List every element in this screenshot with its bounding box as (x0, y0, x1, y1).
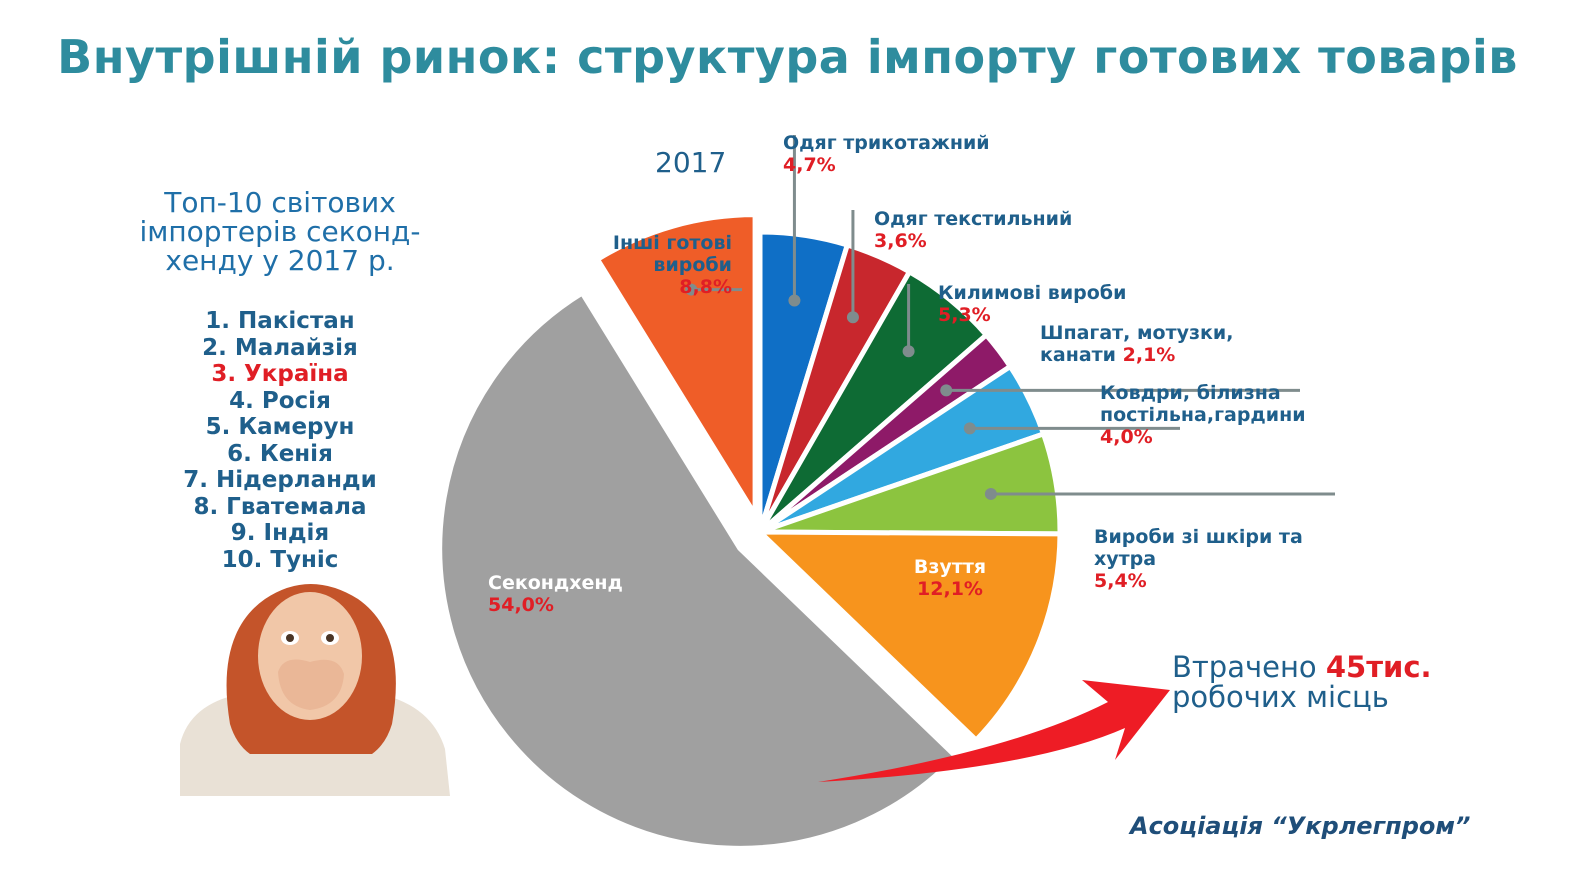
top10-item: 9. Індія (230, 520, 330, 546)
red-arrow (818, 680, 1170, 782)
label-knit-clothing: Одяг трикотажний 4,7% (783, 132, 990, 176)
chart-year: 2017 (655, 146, 727, 179)
pie-slice-second-hand (437, 289, 960, 851)
top10-item: 4. Росія (229, 387, 331, 414)
top10-item: 8. Гватемала (193, 493, 367, 520)
leader-dot-textile-clothing (846, 311, 859, 324)
lost-jobs-note: Втрачено 45тис. робочих місць (1172, 650, 1432, 714)
source-credit: Асоціація “Укрлегпром” (1130, 812, 1471, 840)
pie-slice-footwear (753, 529, 1063, 744)
top10-list: 1. Пакістан 2. Малайзія 3. Україна 4. Ро… (120, 308, 440, 573)
page-title: Внутрішній ринок: структура імпорту гото… (57, 30, 1518, 84)
leader-dot-other-goods (685, 283, 698, 296)
label-twine-ropes: Шпагат, мотузки, канати 2,1% (1040, 322, 1234, 366)
leader-dot-carpets (902, 345, 915, 358)
leader-dot-knit-clothing (788, 294, 801, 307)
label-footwear: Взуття 12,1% (913, 556, 987, 600)
label-textile-clothing: Одяг текстильний 3,6% (874, 208, 1073, 252)
top10-item: 5. Камерун (205, 414, 355, 440)
top10-title: Топ-10 світових імпортерів секонд-хенду … (139, 186, 421, 277)
label-carpets: Килимові вироби 5,3% (938, 282, 1127, 326)
surprised-woman-photo (180, 584, 450, 796)
label-blankets-linen: Ковдри, білизна постільна,гардини 4,0% (1100, 382, 1306, 448)
top10-item: 1. Пакістан (205, 308, 355, 334)
leader-dot-leather-fur (984, 487, 997, 500)
top10-item: 2. Малайзія (202, 334, 358, 361)
label-second-hand: Секондхенд 54,0% (488, 572, 623, 616)
top10-item: 10. Туніс (221, 546, 339, 573)
leader-dot-twine-ropes (940, 384, 953, 397)
label-leather-fur: Вироби зі шкіри та хутра 5,4% (1094, 526, 1303, 592)
leader-dot-blankets-linen (963, 422, 976, 435)
label-other-goods: Інші готові вироби 8,8% (612, 232, 732, 298)
top10-item-highlighted: 3. Україна (211, 361, 349, 387)
top10-item: 7. Нідерланди (183, 467, 377, 493)
top10-item: 6. Кенія (227, 440, 333, 467)
